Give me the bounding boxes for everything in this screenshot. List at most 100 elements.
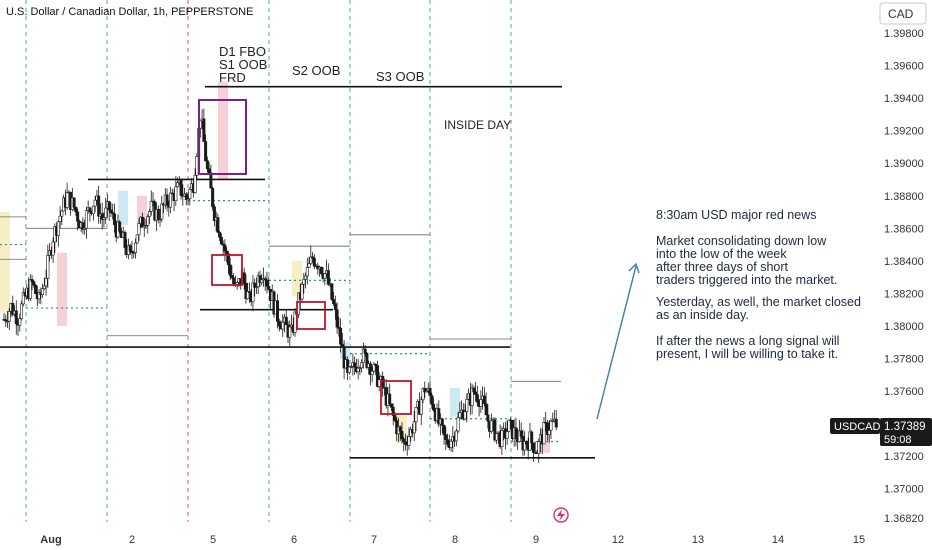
candle-body bbox=[482, 395, 486, 405]
y-tick-label: 1.37800 bbox=[884, 354, 924, 366]
candle-body bbox=[284, 316, 288, 326]
candle-body bbox=[107, 201, 111, 211]
candle-body bbox=[148, 211, 152, 217]
candle-body bbox=[530, 431, 534, 444]
candle-body bbox=[307, 263, 311, 268]
candle-body bbox=[84, 210, 88, 229]
candle-body bbox=[265, 279, 269, 287]
candle-body bbox=[246, 291, 250, 300]
candle-body bbox=[11, 303, 15, 315]
candle-body bbox=[184, 193, 188, 201]
candle-body bbox=[360, 362, 364, 369]
candle-body bbox=[495, 433, 499, 441]
candle-body bbox=[339, 328, 343, 345]
annotation-s3-oob: S3 OOB bbox=[376, 69, 424, 84]
candle-body bbox=[42, 285, 46, 289]
y-tick-label: 1.36820 bbox=[884, 513, 924, 525]
candle-body bbox=[51, 241, 55, 256]
session-block bbox=[118, 190, 128, 226]
candle-body bbox=[212, 206, 216, 221]
candle-body bbox=[65, 192, 69, 208]
candle-body bbox=[414, 407, 418, 423]
candle-body bbox=[389, 403, 393, 408]
candle-body bbox=[363, 348, 367, 354]
candle-body bbox=[428, 387, 432, 396]
candle-body bbox=[267, 285, 271, 290]
candle-body bbox=[34, 284, 38, 294]
chart-title: U.S. Dollar / Canadian Dollar, 1h, PEPPE… bbox=[6, 6, 253, 18]
candle-body bbox=[356, 367, 360, 372]
candle-body bbox=[440, 418, 444, 426]
candle-body bbox=[340, 343, 344, 348]
x-tick-label: 7 bbox=[371, 534, 377, 546]
candle-body bbox=[74, 206, 78, 213]
candle-body bbox=[402, 438, 406, 443]
candle-body bbox=[211, 187, 215, 208]
y-tick-label: 1.39200 bbox=[884, 126, 924, 138]
candle-body bbox=[545, 422, 549, 435]
candle-body bbox=[6, 320, 10, 323]
candle-body bbox=[169, 192, 173, 208]
candle-body bbox=[523, 441, 527, 451]
candle-body bbox=[14, 310, 18, 325]
candle-body bbox=[293, 311, 297, 333]
candle-body bbox=[81, 222, 85, 230]
candle-body bbox=[393, 415, 397, 421]
candle-body bbox=[91, 205, 95, 214]
candle-body bbox=[174, 186, 178, 202]
candle-body bbox=[372, 363, 376, 372]
note-line-3a: Yesterday, as well, the market closed bbox=[656, 295, 861, 309]
candle-body bbox=[93, 199, 97, 207]
candle-body bbox=[500, 430, 504, 447]
currency-button-label: CAD bbox=[888, 7, 914, 21]
candle-body bbox=[102, 217, 106, 220]
candle-body bbox=[260, 279, 264, 283]
candle-body bbox=[358, 367, 362, 369]
candle-body bbox=[547, 429, 551, 435]
candle-body bbox=[400, 430, 404, 440]
candle-body bbox=[193, 175, 197, 193]
candle-body bbox=[44, 278, 48, 287]
candle-body bbox=[425, 390, 429, 393]
candle-body bbox=[554, 418, 558, 428]
candle-body bbox=[474, 391, 478, 395]
candle-body bbox=[446, 439, 450, 445]
candle-body bbox=[456, 417, 460, 432]
candle-body bbox=[263, 278, 267, 281]
candle-body bbox=[118, 221, 122, 232]
x-axis: Aug 2 5 6 7 8 9 12 13 14 15 bbox=[40, 534, 865, 546]
candle-body bbox=[253, 282, 257, 288]
red-box-3 bbox=[380, 380, 412, 415]
candle-body bbox=[46, 255, 50, 279]
candle-body bbox=[312, 257, 316, 267]
candle-body bbox=[28, 279, 32, 299]
candle-body bbox=[228, 264, 232, 276]
candle-body bbox=[104, 207, 108, 219]
candle-body bbox=[524, 441, 528, 445]
candle-body bbox=[7, 311, 11, 322]
flash-icon[interactable] bbox=[553, 507, 569, 523]
candle-body bbox=[432, 404, 436, 411]
candle-body bbox=[326, 270, 330, 285]
candle-body bbox=[463, 411, 467, 420]
note-line-2c: after three days of short bbox=[656, 260, 789, 274]
candle-body bbox=[111, 212, 115, 214]
candle-body bbox=[232, 277, 236, 285]
candle-body bbox=[88, 207, 92, 212]
candle-body bbox=[442, 424, 446, 436]
candle-body bbox=[423, 388, 427, 393]
x-tick-label: 14 bbox=[772, 534, 784, 546]
candle-body bbox=[218, 231, 222, 238]
note-line-4a: If after the news a long signal will bbox=[656, 334, 839, 348]
currency-button[interactable]: CAD bbox=[879, 2, 927, 25]
arrow-icon[interactable] bbox=[596, 262, 640, 420]
candle-body bbox=[361, 348, 365, 363]
candle-body bbox=[300, 283, 304, 300]
candle-body bbox=[128, 245, 132, 252]
candle-body bbox=[365, 353, 369, 368]
candle-body bbox=[346, 359, 350, 373]
session-block bbox=[57, 252, 67, 326]
candle-body bbox=[18, 318, 22, 326]
candle-body bbox=[484, 403, 488, 416]
